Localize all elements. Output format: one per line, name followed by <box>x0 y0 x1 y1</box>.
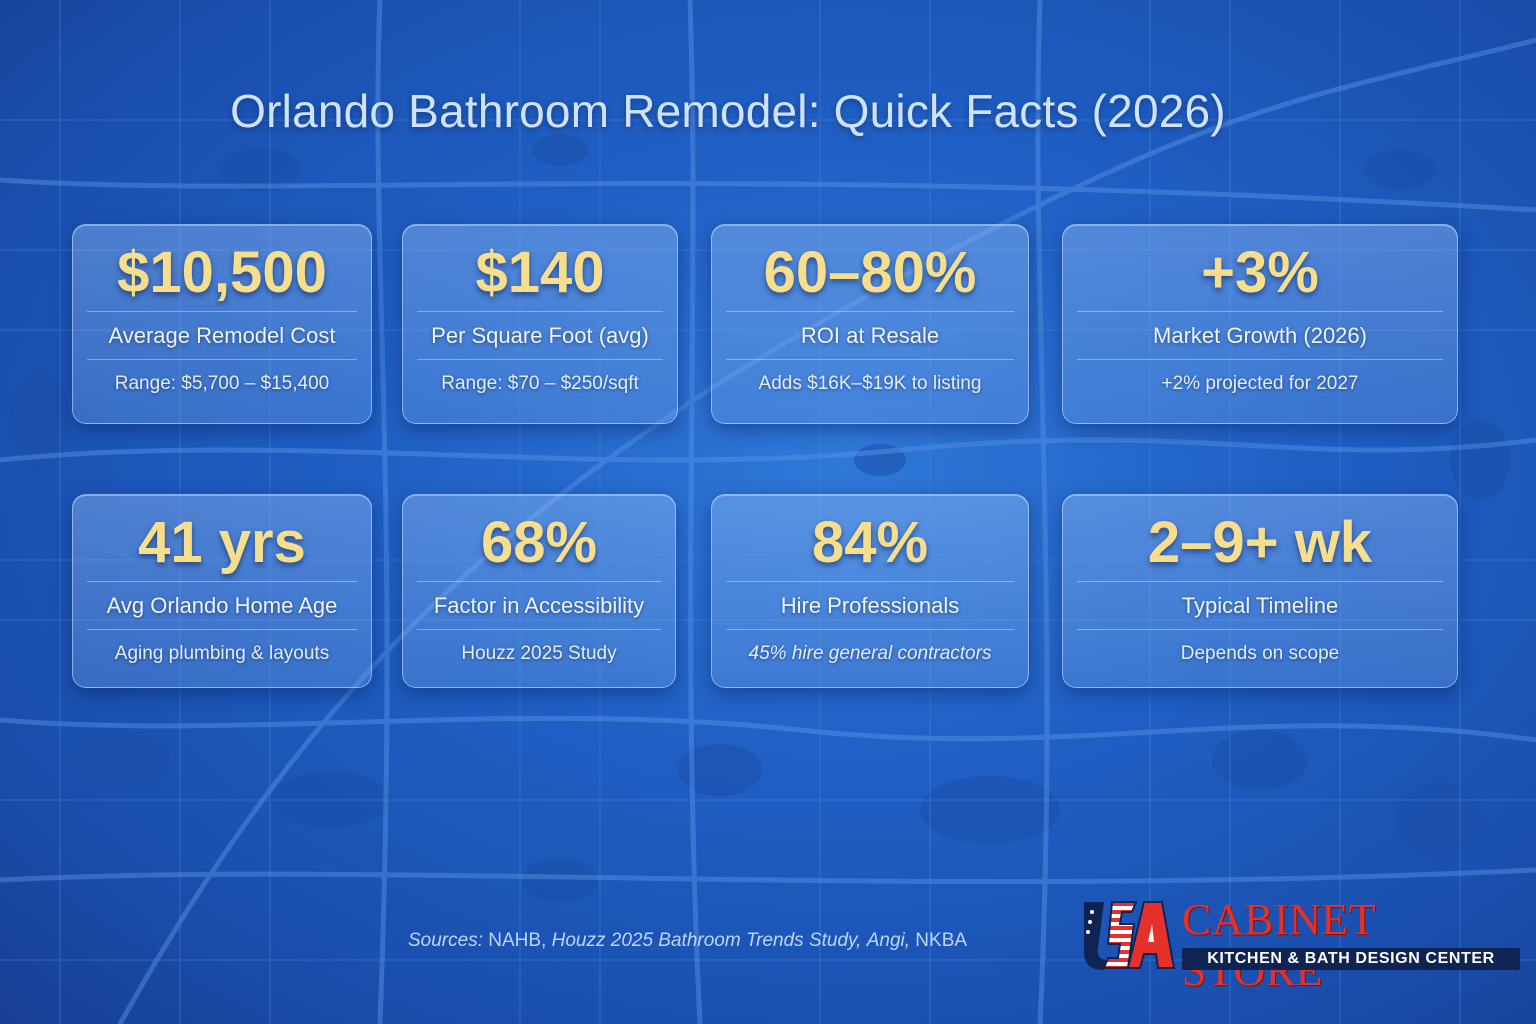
stat-label: ROI at Resale <box>800 323 940 348</box>
source-houzz: Houzz 2025 Bathroom Trends Study, <box>551 930 862 951</box>
stat-detail: 45% hire general contractors <box>748 643 992 664</box>
card-divider <box>87 581 357 582</box>
card-divider <box>417 311 663 312</box>
stat-card-accessibility: 68% Factor in Accessibility Houzz 2025 S… <box>402 494 676 688</box>
card-divider <box>87 629 357 630</box>
stat-label: Market Growth (2026) <box>1153 323 1367 348</box>
stat-card-roi: 60–80% ROI at Resale Adds $16K–$19K to l… <box>711 224 1029 424</box>
card-divider <box>1077 311 1443 312</box>
logo-tagline: KITCHEN & BATH DESIGN CENTER <box>1182 948 1520 970</box>
stat-card-market-growth: +3% Market Growth (2026) +2% projected f… <box>1062 224 1458 424</box>
card-divider <box>726 581 1014 582</box>
card-divider <box>87 359 357 360</box>
stat-label: Average Remodel Cost <box>108 323 336 348</box>
card-divider <box>417 359 663 360</box>
company-logo: CABINET STORE KITCHEN & BATH DESIGN CENT… <box>1078 895 1522 995</box>
stat-card-hire-professionals: 84% Hire Professionals 45% hire general … <box>711 494 1029 688</box>
stat-value: 60–80% <box>763 240 977 305</box>
sources-lead: Sources: <box>408 930 483 951</box>
source-nkba: NKBA <box>915 930 968 951</box>
stat-value: 41 yrs <box>138 510 306 575</box>
card-divider <box>1077 359 1443 360</box>
stat-detail: Houzz 2025 Study <box>461 643 617 664</box>
stat-card-average-cost: $10,500 Average Remodel Cost Range: $5,7… <box>72 224 372 424</box>
stat-value: 2–9+ wk <box>1147 510 1373 575</box>
sources-line: Sources: NAHB, Houzz 2025 Bathroom Trend… <box>408 930 967 952</box>
stat-value: +3% <box>1201 240 1319 305</box>
source-nahb: NAHB, <box>488 930 547 951</box>
stat-label: Factor in Accessibility <box>433 593 645 618</box>
stat-label: Hire Professionals <box>780 593 960 618</box>
stat-detail: +2% projected for 2027 <box>1161 373 1359 394</box>
card-divider <box>87 311 357 312</box>
card-divider <box>417 629 661 630</box>
card-divider <box>1077 581 1443 582</box>
stat-label: Avg Orlando Home Age <box>106 593 338 618</box>
stat-value: $10,500 <box>117 240 327 305</box>
source-angi: Angi, <box>866 930 911 951</box>
stat-card-timeline: 2–9+ wk Typical Timeline Depends on scop… <box>1062 494 1458 688</box>
stat-value: 68% <box>480 510 598 575</box>
usa-flag-logo-mark <box>1083 901 1176 970</box>
stat-detail: Range: $5,700 – $15,400 <box>114 373 330 394</box>
stat-detail: Aging plumbing & layouts <box>114 643 330 664</box>
card-divider <box>726 359 1014 360</box>
stat-detail: Depends on scope <box>1180 643 1340 664</box>
stat-value: 84% <box>811 510 929 575</box>
page-title: Orlando Bathroom Remodel: Quick Facts (2… <box>230 85 1226 137</box>
card-divider <box>417 581 661 582</box>
stat-label: Per Square Foot (avg) <box>431 323 649 348</box>
stat-detail: Range: $70 – $250/sqft <box>441 373 639 394</box>
card-divider <box>1077 629 1443 630</box>
card-divider <box>726 311 1014 312</box>
card-divider <box>726 629 1014 630</box>
stat-label: Typical Timeline <box>1181 593 1339 618</box>
stat-detail: Adds $16K–$19K to listing <box>758 373 982 394</box>
stat-value: $140 <box>475 240 605 305</box>
logo-store-name: CABINET STORE <box>1182 895 1376 995</box>
stat-card-home-age: 41 yrs Avg Orlando Home Age Aging plumbi… <box>72 494 372 688</box>
stat-card-per-square-foot: $140 Per Square Foot (avg) Range: $70 – … <box>402 224 678 424</box>
